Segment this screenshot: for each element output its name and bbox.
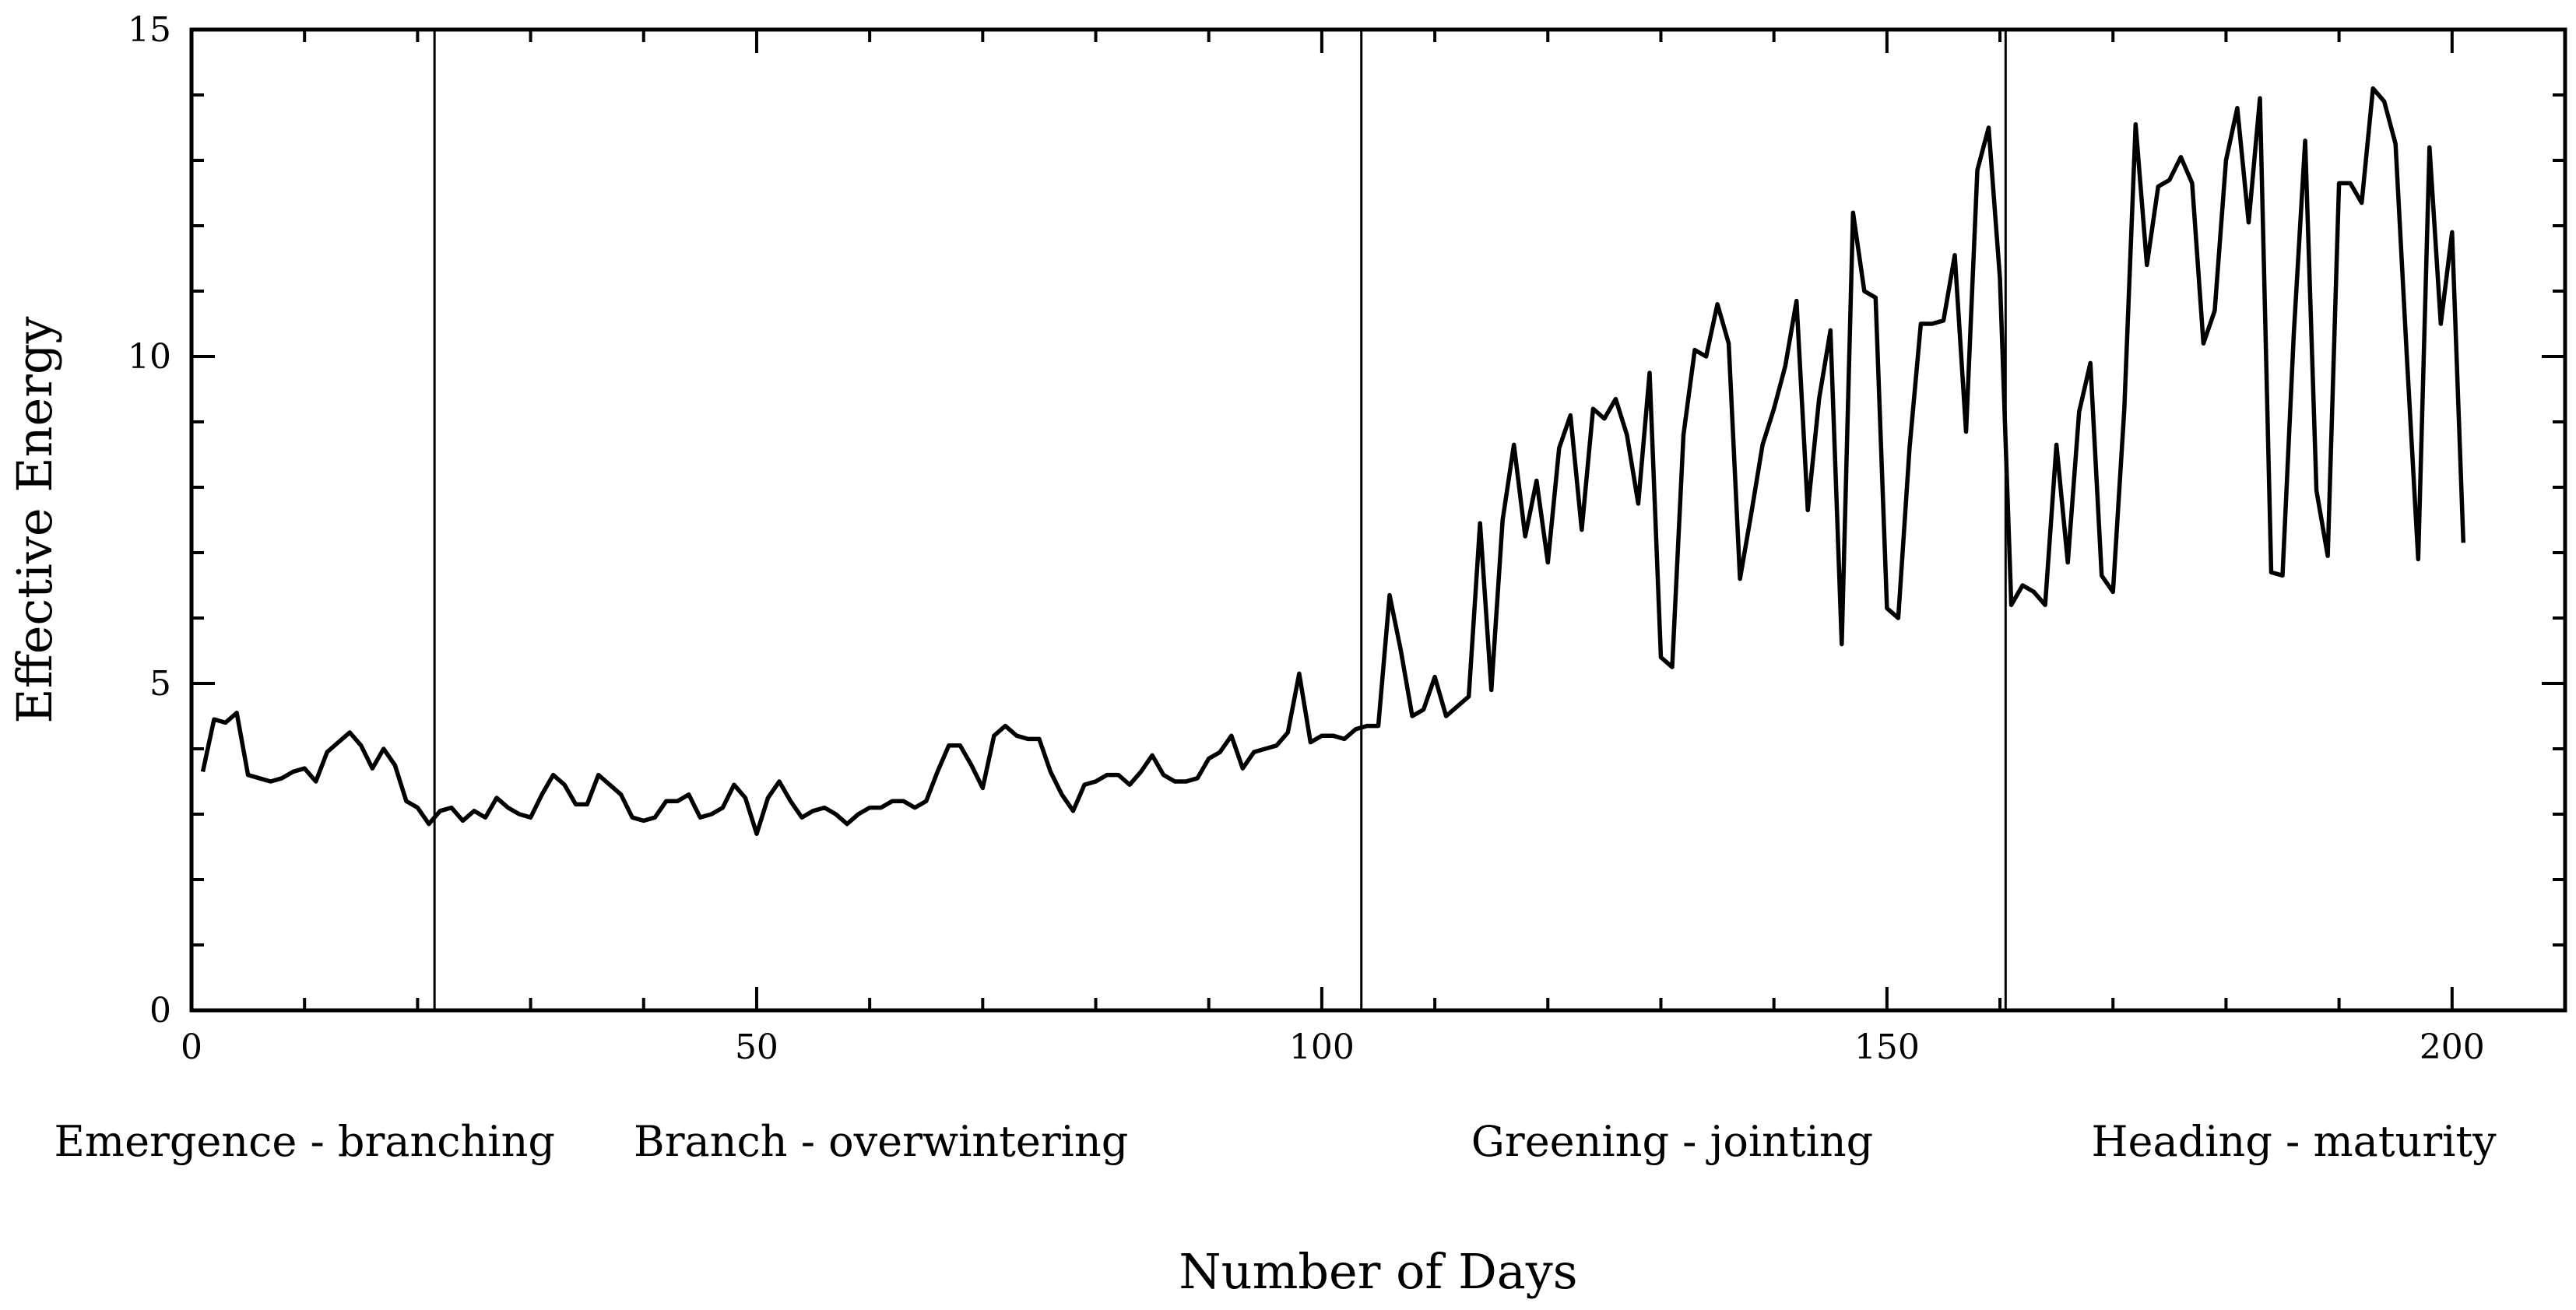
x-tick-label: 150 [1854,1027,1920,1067]
phase-label-3: Greening - jointing [1471,1117,1873,1166]
y-tick-label: 0 [149,991,171,1031]
y-axis-title: Effective Energy [6,316,63,723]
x-axis-ticks: 0 50 100 150 200 [181,30,2567,1067]
plot-area [189,27,2567,1013]
phase-label-4: Heading - maturity [2091,1117,2497,1166]
x-tick-label: 50 [735,1027,778,1067]
x-axis-title: Number of Days [1179,1243,1577,1300]
y-tick-label: 10 [128,337,171,377]
effective-energy-series-line [200,86,2466,836]
phase-boundaries [433,30,2007,1010]
x-tick-label: 200 [2420,1027,2485,1067]
phase-labels: Emergence - branching Branch - overwinter… [54,1117,2497,1166]
y-axis-ticks: 0 5 10 15 [128,10,2565,1031]
y-tick-label: 15 [128,10,171,50]
phase-label-1: Emergence - branching [54,1117,554,1166]
x-tick-label: 0 [181,1027,202,1067]
x-tick-label: 100 [1289,1027,1355,1067]
y-tick-label: 5 [149,664,171,704]
phase-label-2: Branch - overwintering [634,1117,1128,1166]
plot-frame [189,27,2567,1013]
